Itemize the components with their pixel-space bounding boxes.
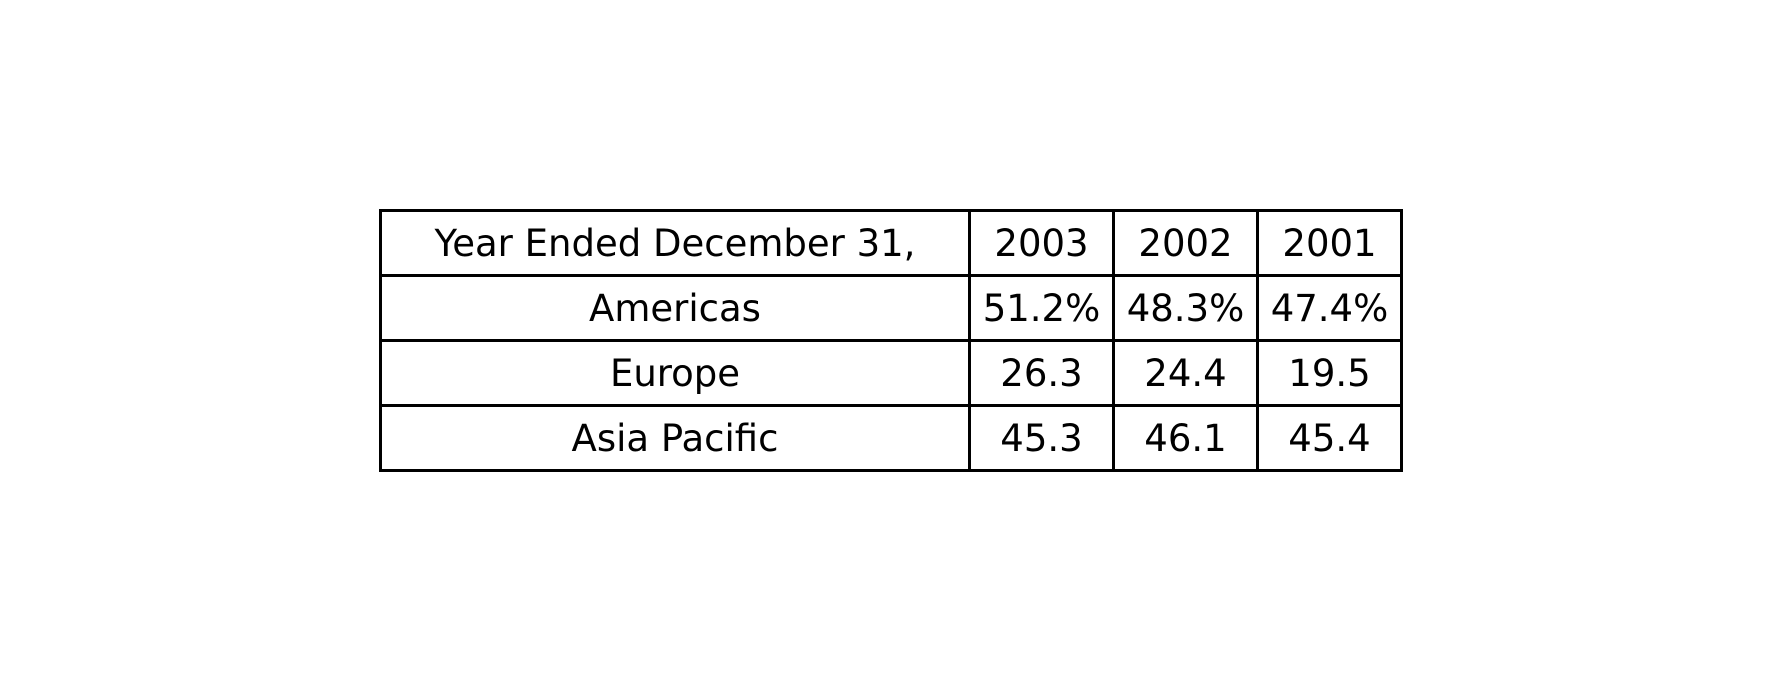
- cell-americas-2003: 51.2%: [968, 274, 1115, 342]
- header-cell-label: Year Ended December 31,: [379, 209, 971, 277]
- cell-americas-2002: 48.3%: [1112, 274, 1259, 342]
- cell-asia-pacific-2001: 45.4: [1256, 404, 1403, 472]
- header-cell-2003: 2003: [968, 209, 1115, 277]
- table-row: Europe 26.3 24.4 19.5: [379, 339, 1403, 407]
- cell-asia-pacific-2002: 46.1: [1112, 404, 1259, 472]
- cell-americas-2001: 47.4%: [1256, 274, 1403, 342]
- data-table: Year Ended December 31, 2003 2002 2001 A…: [379, 209, 1403, 472]
- cell-asia-pacific-2003: 45.3: [968, 404, 1115, 472]
- header-cell-2001: 2001: [1256, 209, 1403, 277]
- table-row: Americas 51.2% 48.3% 47.4%: [379, 274, 1403, 342]
- header-cell-2002: 2002: [1112, 209, 1259, 277]
- row-label-asia-pacific: Asia Pacific: [379, 404, 971, 472]
- cell-europe-2002: 24.4: [1112, 339, 1259, 407]
- cell-europe-2003: 26.3: [968, 339, 1115, 407]
- table-header-row: Year Ended December 31, 2003 2002 2001: [379, 209, 1403, 277]
- row-label-americas: Americas: [379, 274, 971, 342]
- row-label-europe: Europe: [379, 339, 971, 407]
- table-row: Asia Pacific 45.3 46.1 45.4: [379, 404, 1403, 472]
- cell-europe-2001: 19.5: [1256, 339, 1403, 407]
